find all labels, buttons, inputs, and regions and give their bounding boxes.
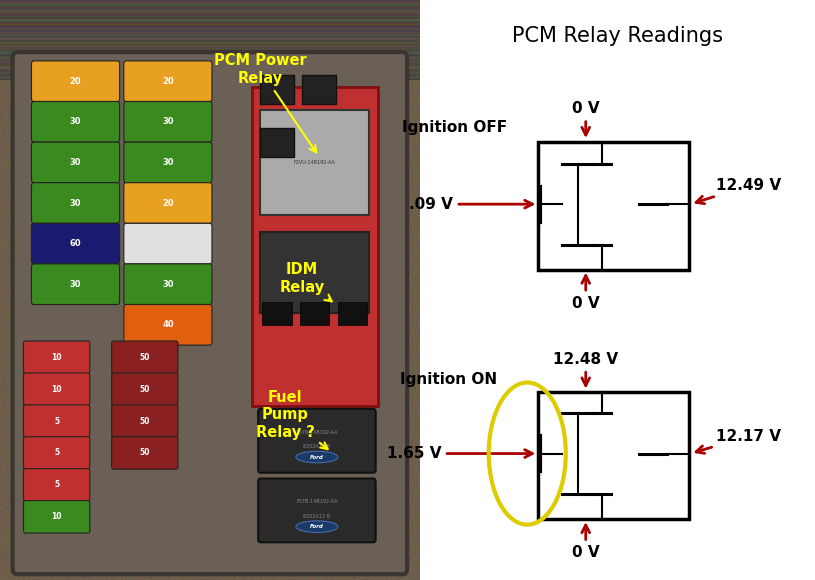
Text: Ford: Ford xyxy=(310,524,324,529)
Text: 40: 40 xyxy=(162,320,174,329)
FancyBboxPatch shape xyxy=(32,264,120,305)
Text: Ignition OFF: Ignition OFF xyxy=(402,120,507,135)
Text: 12.17 V: 12.17 V xyxy=(696,429,782,454)
FancyBboxPatch shape xyxy=(112,405,178,437)
Text: 8202A12 B: 8202A12 B xyxy=(303,444,330,449)
FancyBboxPatch shape xyxy=(32,183,120,223)
Bar xyxy=(260,75,294,104)
Text: 0 V: 0 V xyxy=(572,525,600,560)
Text: PCM Relay Readings: PCM Relay Readings xyxy=(512,26,723,46)
FancyBboxPatch shape xyxy=(112,341,178,374)
Text: 50: 50 xyxy=(139,353,150,362)
Text: 0 V: 0 V xyxy=(572,276,600,311)
Text: 50: 50 xyxy=(139,416,150,426)
Text: 10: 10 xyxy=(51,512,62,521)
Text: 20: 20 xyxy=(162,198,174,208)
Text: 20: 20 xyxy=(70,77,82,86)
Text: Fuel
Pump
Relay ?: Fuel Pump Relay ? xyxy=(256,390,328,449)
Text: 5: 5 xyxy=(54,416,59,426)
Text: 5: 5 xyxy=(54,480,59,490)
Text: 10: 10 xyxy=(51,353,62,362)
Text: 12.48 V: 12.48 V xyxy=(553,351,619,386)
Text: 10: 10 xyxy=(51,385,62,394)
Bar xyxy=(252,87,378,406)
FancyBboxPatch shape xyxy=(124,264,212,305)
FancyBboxPatch shape xyxy=(124,102,212,142)
Text: 8202A12 B: 8202A12 B xyxy=(303,514,330,519)
FancyBboxPatch shape xyxy=(112,373,178,405)
FancyBboxPatch shape xyxy=(24,437,90,469)
Text: .09 V: .09 V xyxy=(409,197,532,212)
FancyBboxPatch shape xyxy=(258,409,376,473)
FancyBboxPatch shape xyxy=(32,61,120,102)
Bar xyxy=(300,302,329,325)
Text: PCM Power
Relay: PCM Power Relay xyxy=(214,53,316,153)
Text: 0 V: 0 V xyxy=(572,101,600,135)
FancyBboxPatch shape xyxy=(24,405,90,437)
Bar xyxy=(539,142,689,270)
Ellipse shape xyxy=(296,451,338,463)
Bar xyxy=(260,110,369,215)
Text: 12.49 V: 12.49 V xyxy=(696,178,782,204)
Text: 50: 50 xyxy=(139,448,150,458)
Text: 20: 20 xyxy=(162,77,174,86)
Text: 30: 30 xyxy=(162,117,174,126)
Text: 50: 50 xyxy=(139,385,150,394)
Text: Ford: Ford xyxy=(310,455,324,459)
Text: 30: 30 xyxy=(70,117,82,126)
Text: 5: 5 xyxy=(54,448,59,458)
Text: 1.65 V: 1.65 V xyxy=(387,446,532,461)
FancyBboxPatch shape xyxy=(112,437,178,469)
FancyBboxPatch shape xyxy=(32,142,120,183)
FancyBboxPatch shape xyxy=(124,183,212,223)
Text: 30: 30 xyxy=(70,198,82,208)
FancyBboxPatch shape xyxy=(124,142,212,183)
Bar xyxy=(260,232,369,313)
Text: IDM
Relay: IDM Relay xyxy=(280,262,332,302)
FancyBboxPatch shape xyxy=(24,341,90,374)
FancyBboxPatch shape xyxy=(124,61,212,102)
Text: 30: 30 xyxy=(70,280,82,289)
Bar xyxy=(338,302,368,325)
FancyBboxPatch shape xyxy=(24,373,90,405)
Text: F2VU-14B192-AA: F2VU-14B192-AA xyxy=(294,160,336,165)
Text: 30: 30 xyxy=(162,280,174,289)
FancyBboxPatch shape xyxy=(258,478,376,542)
FancyBboxPatch shape xyxy=(12,52,408,574)
FancyBboxPatch shape xyxy=(124,304,212,345)
FancyBboxPatch shape xyxy=(124,223,212,264)
Text: F57B-14B192-AA: F57B-14B192-AA xyxy=(296,499,337,504)
FancyBboxPatch shape xyxy=(32,102,120,142)
Bar xyxy=(539,392,689,519)
Bar xyxy=(262,302,292,325)
FancyBboxPatch shape xyxy=(32,223,120,264)
Bar xyxy=(260,128,294,157)
Bar xyxy=(302,75,336,104)
Text: 30: 30 xyxy=(70,158,82,167)
FancyBboxPatch shape xyxy=(24,501,90,533)
Text: Ignition ON: Ignition ON xyxy=(399,372,497,387)
FancyBboxPatch shape xyxy=(24,469,90,501)
Ellipse shape xyxy=(296,521,338,532)
Text: 60: 60 xyxy=(70,239,82,248)
Text: F57B-14B192-AA: F57B-14B192-AA xyxy=(296,430,337,434)
Text: 30: 30 xyxy=(162,158,174,167)
